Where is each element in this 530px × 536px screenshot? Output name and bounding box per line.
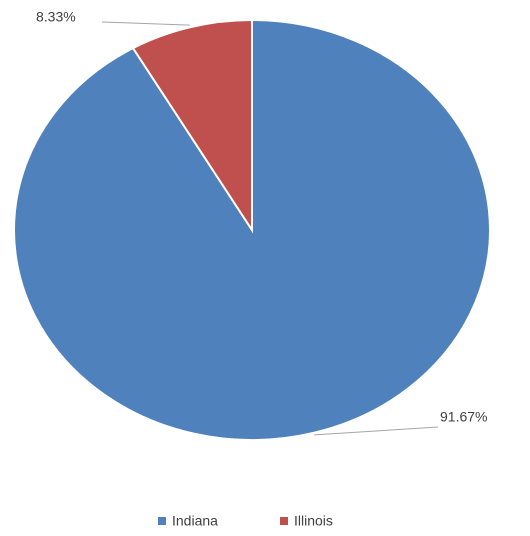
data-label: 8.33% bbox=[36, 9, 76, 25]
leader-line bbox=[101, 21, 190, 26]
legend-swatch bbox=[158, 517, 166, 525]
pie-slice bbox=[131, 18, 253, 234]
legend-label: Indiana bbox=[172, 513, 218, 529]
data-label: 91.67% bbox=[440, 409, 487, 425]
legend-swatch bbox=[280, 517, 288, 525]
legend-label: Illinois bbox=[294, 513, 333, 529]
leader-line bbox=[314, 426, 439, 436]
